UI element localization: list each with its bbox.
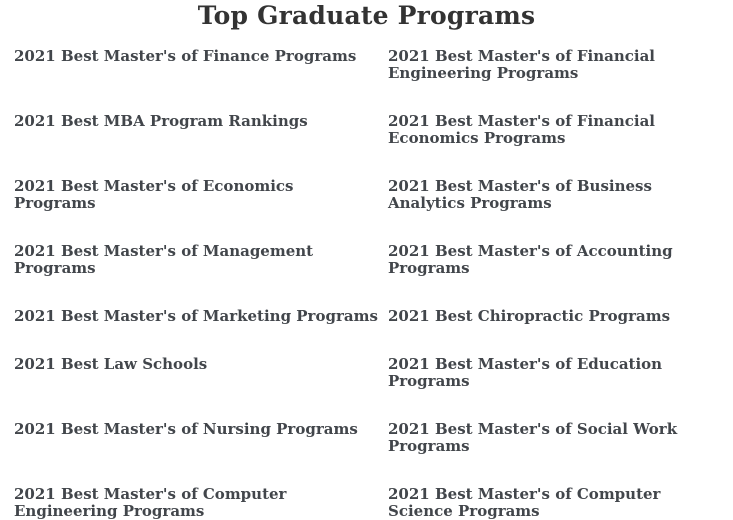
- link-masters-computer-science[interactable]: 2021 Best Master's of Computer Science P…: [388, 485, 661, 520]
- programs-row: 2021 Best MBA Program Rankings 2021 Best…: [14, 113, 719, 147]
- programs-row: 2021 Best Master's of Marketing Programs…: [14, 308, 719, 325]
- link-masters-economics[interactable]: 2021 Best Master's of Economics Programs: [14, 177, 294, 212]
- link-masters-management[interactable]: 2021 Best Master's of Management Program…: [14, 242, 314, 277]
- link-masters-financial-engineering[interactable]: 2021 Best Master's of Financial Engineer…: [388, 47, 655, 82]
- link-chiropractic[interactable]: 2021 Best Chiropractic Programs: [388, 307, 671, 325]
- link-masters-business-analytics[interactable]: 2021 Best Master's of Business Analytics…: [388, 177, 652, 212]
- link-mba-rankings[interactable]: 2021 Best MBA Program Rankings: [14, 112, 308, 130]
- link-masters-finance[interactable]: 2021 Best Master's of Finance Programs: [14, 47, 357, 65]
- programs-row: 2021 Best Master's of Computer Engineeri…: [14, 486, 719, 520]
- programs-row: 2021 Best Master's of Management Program…: [14, 243, 719, 277]
- programs-row: 2021 Best Law Schools 2021 Best Master's…: [14, 356, 719, 390]
- programs-row: 2021 Best Master's of Economics Programs…: [14, 178, 719, 212]
- programs-list: 2021 Best Master's of Finance Programs 2…: [14, 48, 719, 520]
- link-law-schools[interactable]: 2021 Best Law Schools: [14, 355, 208, 373]
- page-title: Top Graduate Programs: [197, 1, 536, 30]
- link-masters-marketing[interactable]: 2021 Best Master's of Marketing Programs: [14, 307, 378, 325]
- link-masters-social-work[interactable]: 2021 Best Master's of Social Work Progra…: [388, 420, 678, 455]
- link-masters-education[interactable]: 2021 Best Master's of Education Programs: [388, 355, 663, 390]
- link-masters-accounting[interactable]: 2021 Best Master's of Accounting Program…: [388, 242, 673, 277]
- link-masters-nursing[interactable]: 2021 Best Master's of Nursing Programs: [14, 420, 358, 438]
- programs-row: 2021 Best Master's of Nursing Programs 2…: [14, 421, 719, 455]
- link-masters-computer-engineering[interactable]: 2021 Best Master's of Computer Engineeri…: [14, 485, 287, 520]
- programs-row: 2021 Best Master's of Finance Programs 2…: [14, 48, 719, 82]
- link-masters-financial-economics[interactable]: 2021 Best Master's of Financial Economic…: [388, 112, 655, 147]
